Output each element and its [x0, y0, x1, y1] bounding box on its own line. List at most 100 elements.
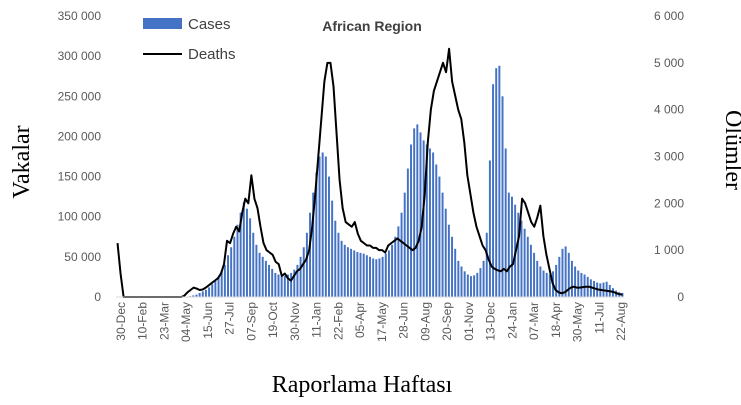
cases-bar: [324, 156, 327, 297]
cases-bar: [381, 256, 384, 297]
cases-bar: [400, 212, 403, 297]
cases-bar: [444, 208, 447, 297]
legend-cases-label: Cases: [188, 16, 231, 33]
cases-bar: [457, 260, 460, 297]
cases-bar: [419, 132, 422, 297]
cases-bar: [365, 255, 368, 297]
cases-bar: [223, 264, 226, 297]
cases-bar: [337, 232, 340, 297]
x-tick-label: 11-Jul: [592, 302, 606, 334]
cases-bar: [242, 202, 245, 297]
y-right-tick-label: 0: [677, 290, 684, 304]
cases-bar: [340, 240, 343, 297]
cases-bar: [283, 276, 286, 297]
y-right-tick-label: 2 000: [654, 196, 684, 210]
cases-bar: [331, 200, 334, 297]
y-left-tick-label: 100 000: [58, 210, 102, 224]
cases-bar: [567, 252, 570, 297]
cases-bar: [369, 256, 371, 297]
cases-bar: [469, 276, 472, 297]
chart-title: African Region: [322, 18, 422, 34]
y-axis-right-title: Ölümler: [720, 110, 741, 190]
cases-bar: [466, 274, 469, 297]
cases-bar: [529, 244, 532, 297]
cases-bar: [375, 259, 378, 297]
cases-bar: [413, 128, 416, 297]
cases-bars: [186, 65, 624, 298]
x-tick-label: 17-May: [375, 302, 389, 342]
cases-bar: [227, 255, 229, 297]
cases-bar: [211, 284, 214, 297]
cases-bar: [488, 160, 491, 297]
cases-bar: [482, 260, 485, 297]
cases-bar: [217, 276, 220, 297]
cases-bar: [356, 252, 359, 297]
cases-bar: [570, 260, 573, 297]
cases-bar: [391, 244, 394, 297]
cases-bar: [504, 148, 507, 297]
y-right-tick-label: 4 000: [654, 103, 684, 117]
cases-bar: [561, 248, 564, 297]
cases-bar: [277, 274, 280, 297]
cases-bar: [249, 218, 252, 297]
cases-bar: [498, 65, 501, 297]
cases-bar: [201, 291, 204, 297]
cases-bar: [328, 176, 330, 297]
cases-bar: [318, 156, 321, 297]
cases-bar: [406, 168, 409, 297]
cases-bar: [296, 264, 299, 297]
x-tick-label: 24-Jan: [505, 302, 519, 339]
cases-bar: [280, 275, 283, 297]
y-right-tick-label: 1 000: [654, 243, 684, 257]
cases-bar: [293, 269, 296, 297]
cases-bar: [290, 272, 293, 297]
cases-bar: [321, 152, 324, 297]
y-right-tick-label: 3 000: [654, 150, 684, 164]
cases-bar: [545, 272, 548, 297]
x-tick-label: 01-Nov: [462, 302, 476, 341]
x-tick-label: 30-Dec: [114, 302, 128, 341]
cases-bar: [230, 247, 233, 297]
cases-bar: [492, 84, 495, 298]
y-axis-right-ticks: 0 1 000 2 000 3 000 4 000 5 000 6 000: [654, 9, 684, 304]
x-tick-label: 18-Apr: [549, 302, 563, 338]
cases-bar: [476, 272, 479, 297]
cases-bar: [605, 281, 608, 297]
cases-bar: [204, 289, 207, 297]
x-tick-label: 23-Mar: [158, 302, 172, 340]
cases-bar: [245, 208, 248, 297]
y-left-tick-label: 300 000: [58, 49, 102, 63]
cases-bar: [220, 271, 223, 297]
cases-bar: [507, 192, 510, 297]
cases-bar: [577, 270, 580, 297]
cases-bar: [274, 272, 277, 297]
cases-bar: [384, 253, 387, 297]
cases-bar: [555, 264, 558, 297]
cases-bar: [501, 96, 504, 297]
cases-bar: [583, 274, 586, 297]
y-left-tick-label: 150 000: [58, 170, 102, 184]
x-tick-label: 11-Jan: [310, 302, 324, 338]
cases-bar: [305, 232, 308, 297]
cases-bar: [542, 270, 545, 297]
x-tick-label: 07-Mar: [527, 302, 541, 340]
x-tick-label: 05-Apr: [353, 302, 367, 338]
cases-bar: [239, 212, 242, 297]
cases-bar: [536, 260, 539, 297]
cases-bar: [236, 224, 239, 297]
y-left-tick-label: 350 000: [58, 9, 102, 23]
x-tick-label: 13-Dec: [484, 302, 498, 341]
cases-bar: [520, 220, 523, 297]
cases-bar: [416, 124, 419, 297]
cases-bar: [422, 140, 425, 297]
x-tick-label: 28-Jun: [397, 302, 411, 339]
cases-bar: [255, 244, 258, 297]
y-left-tick-label: 250 000: [58, 89, 102, 103]
y-left-tick-label: 0: [94, 290, 101, 304]
cases-bar: [309, 212, 312, 297]
cases-bar: [447, 224, 450, 297]
cases-bar: [574, 266, 577, 297]
x-tick-label: 07-Sep: [244, 302, 258, 341]
cases-bar: [539, 266, 542, 297]
